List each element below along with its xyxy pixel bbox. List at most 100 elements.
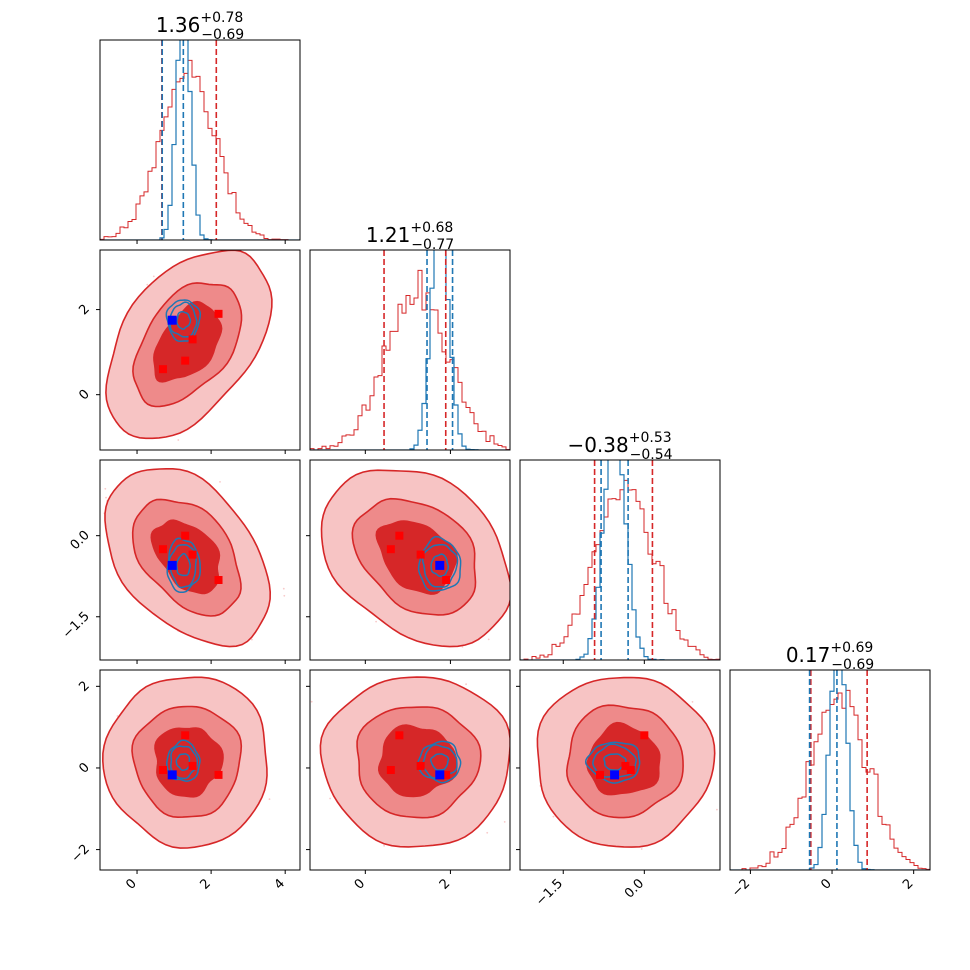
scatter-point <box>146 283 149 286</box>
contour-blue <box>430 553 450 578</box>
diag-panel-1 <box>99 39 301 241</box>
scatter-point <box>552 815 555 818</box>
scatter-point <box>640 848 643 850</box>
contour-blue <box>430 753 450 771</box>
x-tick-label: 0 <box>123 876 139 892</box>
panel-2-1 <box>99 249 301 451</box>
scatter-point <box>465 683 467 686</box>
title-minus: −0.69 <box>201 27 244 43</box>
marker-red <box>188 550 197 559</box>
contour-red-39 <box>150 519 221 595</box>
marker-red <box>395 731 404 740</box>
contour-blue <box>170 745 199 780</box>
panel-3-2 <box>309 446 511 661</box>
panel-frame <box>99 669 301 871</box>
scatter-point <box>487 638 490 641</box>
marker-red <box>188 335 197 344</box>
scatter-point <box>461 646 464 648</box>
panel-frame <box>309 249 511 451</box>
marker-red <box>158 545 167 554</box>
marker-red <box>386 766 395 774</box>
y-tick-label: 2 <box>76 302 92 318</box>
scatter-point <box>251 638 253 641</box>
marker-red <box>442 770 451 779</box>
scatter-point <box>152 275 155 278</box>
title-plus: +0.68 <box>410 220 453 236</box>
panel-frame <box>99 249 301 451</box>
y-tick-label: −1.5 <box>60 609 93 642</box>
marker-red <box>416 550 425 559</box>
panel-content <box>320 446 510 648</box>
panel-title-2: 1.21+0.68 −0.77 <box>366 220 454 253</box>
title-value: 0.17 <box>786 643 831 667</box>
marker-red <box>181 731 190 740</box>
title-minus: −0.69 <box>831 657 874 673</box>
marker-red <box>188 761 197 770</box>
x-tick-label: −2 <box>729 876 753 900</box>
marker-red <box>181 356 190 365</box>
title-plus: +0.78 <box>200 10 243 26</box>
histogram-blue <box>730 670 930 870</box>
panel-content <box>310 676 510 848</box>
x-tick-label: 4 <box>272 876 288 892</box>
marker-red <box>214 309 223 318</box>
scatter-point <box>177 439 180 441</box>
marker-blue <box>167 770 177 780</box>
panel-title-3: −0.38+0.53 −0.54 <box>567 430 672 463</box>
scatter-point <box>691 701 694 703</box>
title-value: −0.38 <box>567 433 628 457</box>
diag-panel-2 <box>309 249 511 451</box>
contour-blue <box>166 739 201 782</box>
scatter-point <box>611 667 613 669</box>
title-value: 1.21 <box>366 223 411 247</box>
contour-blue <box>175 753 191 772</box>
marker-blue <box>435 770 445 780</box>
contour-blue <box>421 543 459 588</box>
marker-red <box>395 531 404 540</box>
diag-content <box>100 40 300 240</box>
diag-content <box>730 670 930 870</box>
panel-frame <box>729 669 931 871</box>
marker-red <box>158 766 167 774</box>
histogram-red <box>100 59 300 240</box>
panel-content <box>105 250 273 441</box>
contour-blue <box>176 310 192 330</box>
x-tick-label: 2 <box>900 876 916 892</box>
histogram-blue <box>310 250 510 450</box>
title-plus: +0.69 <box>830 640 873 656</box>
marker-red <box>181 531 190 540</box>
marker-red <box>158 365 167 374</box>
panel-frame <box>99 459 301 661</box>
marker-blue <box>435 560 445 570</box>
panel-4-3 <box>519 667 721 871</box>
title-plus: +0.53 <box>629 430 672 446</box>
histogram-red <box>310 269 510 450</box>
diag-content <box>520 460 720 660</box>
panel-frame <box>309 669 511 871</box>
marker-blue <box>167 560 177 570</box>
title-value: 1.36 <box>156 13 201 37</box>
scatter-point <box>105 496 107 499</box>
panel-title-4: 0.17+0.69 −0.69 <box>786 640 874 673</box>
marker-red <box>214 770 223 779</box>
scatter-point <box>282 587 285 590</box>
scatter-point <box>716 808 718 811</box>
scatter-point <box>343 446 345 448</box>
scatter-point <box>475 453 477 455</box>
contour-blue <box>417 535 462 592</box>
scatter-point <box>104 487 107 490</box>
marker-red <box>214 576 223 584</box>
y-tick-label: −2 <box>69 842 93 866</box>
histogram-red <box>520 479 720 660</box>
panel-content <box>101 676 271 849</box>
diag-panel-4 <box>729 669 931 871</box>
scatter-point <box>283 594 286 597</box>
diag-content <box>310 250 510 450</box>
scatter-point <box>268 798 271 800</box>
diag-panel-3 <box>519 459 721 661</box>
histogram-blue <box>100 40 300 240</box>
contour-blue <box>417 740 462 784</box>
y-tick-label: 0 <box>76 760 92 776</box>
y-tick-label: 2 <box>76 679 92 695</box>
